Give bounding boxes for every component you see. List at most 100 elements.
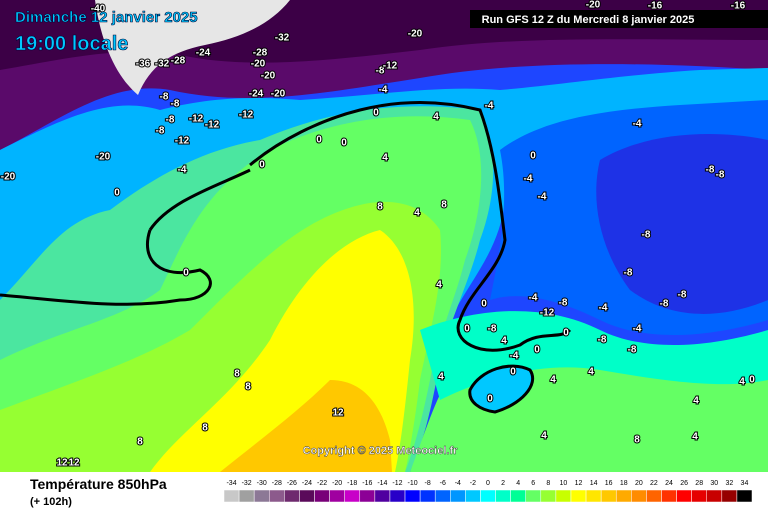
- contour-label: -8: [716, 170, 725, 181]
- contour-label: 8: [137, 437, 143, 448]
- contour-label: 4: [438, 372, 444, 383]
- scale-label: -18: [347, 480, 357, 487]
- contour-label: 12: [68, 458, 80, 469]
- contour-label: 4: [588, 367, 594, 378]
- contour-label: 4: [693, 396, 699, 407]
- scale-label: 8: [546, 480, 550, 487]
- contour-label: 8: [377, 202, 383, 213]
- contour-label: -20: [408, 29, 423, 40]
- contour-label: -20: [586, 0, 601, 11]
- scale-label: 2: [501, 480, 505, 487]
- scale-swatch: [253, 489, 270, 503]
- scale-label: 4: [516, 480, 520, 487]
- contour-label: -16: [731, 1, 746, 12]
- contour-labels: -40 -20 -16 -16-32 -20-24 -28-36 -32 -28 -20-20-…: [0, 0, 756, 470]
- contour-label: -32: [275, 33, 290, 44]
- contour-label: 0: [510, 367, 516, 378]
- scale-label: -22: [317, 480, 327, 487]
- scale-label: 24: [665, 480, 673, 487]
- scale-label: -6: [440, 480, 446, 487]
- scale-swatch: [585, 489, 602, 503]
- contour-label: -4: [510, 351, 519, 362]
- scale-label: -12: [392, 480, 402, 487]
- scale-swatch: [736, 489, 753, 503]
- scale-swatch: [676, 489, 692, 503]
- contour-label: 0: [481, 299, 487, 310]
- scale-label: 32: [725, 480, 733, 487]
- scale-label: 12: [575, 480, 583, 487]
- footer-title: Température 850hPa: [30, 476, 167, 492]
- map-background: [0, 0, 768, 472]
- scale-swatch: [570, 489, 587, 503]
- contour-label: -24: [249, 89, 264, 100]
- scale-label: 14: [590, 480, 598, 487]
- contour-label: 0: [534, 345, 540, 356]
- scale-swatch: [299, 489, 315, 503]
- scale-label: -24: [302, 480, 312, 487]
- contour-label: 0: [749, 375, 755, 386]
- contour-label: -8: [171, 99, 180, 110]
- contour-label: -28: [253, 48, 268, 59]
- contour-label: 0: [114, 188, 120, 199]
- contour-label: -4: [485, 101, 494, 112]
- contour-label: -20: [271, 89, 286, 100]
- scale-swatch: [465, 489, 481, 503]
- scale-label: -26: [287, 480, 297, 487]
- scale-label: 0: [486, 480, 490, 487]
- scale-label: 20: [635, 480, 643, 487]
- scale-swatch: [269, 489, 285, 503]
- scale-swatch: [661, 489, 677, 503]
- contour-label: -16: [648, 1, 663, 12]
- contour-label: -32: [155, 59, 170, 70]
- scale-swatch: [419, 489, 436, 503]
- contour-label: 0: [464, 324, 470, 335]
- scale-label: -2: [470, 480, 476, 487]
- contour-label: -4: [524, 174, 533, 185]
- contour-label: -4: [178, 165, 187, 176]
- scale-swatch: [706, 489, 723, 503]
- run-info: Run GFS 12 Z du Mercredi 8 janvier 2025: [482, 14, 695, 26]
- contour-label: -40: [91, 4, 106, 15]
- scale-label: 18: [620, 480, 628, 487]
- scale-swatch: [450, 489, 466, 503]
- forecast-date: Dimanche 12 janvier 2025: [15, 9, 198, 26]
- scale-swatch: [495, 489, 511, 503]
- contour-label: -8: [678, 290, 687, 301]
- contour-label: 4: [414, 208, 420, 219]
- contour-label: 4: [541, 431, 547, 442]
- scale-swatch: [359, 489, 376, 503]
- scale-swatch: [329, 489, 345, 503]
- contour-label: -8: [376, 66, 385, 77]
- scale-label: -30: [257, 480, 267, 487]
- contour-label: 12: [332, 408, 344, 419]
- contour-label: 0: [183, 268, 189, 279]
- scale-swatch: [555, 489, 572, 503]
- contour-label: -12: [205, 120, 220, 131]
- scale-swatch: [615, 489, 632, 503]
- contour-label: -20: [251, 59, 266, 70]
- run-box: [470, 10, 768, 28]
- contour-label: -12: [175, 136, 190, 147]
- contour-label: 4: [692, 432, 698, 443]
- contour-label: 0: [259, 160, 265, 171]
- contour-label: -12: [383, 61, 398, 72]
- contour-label: -12: [540, 308, 555, 319]
- scale-label: 10: [560, 480, 568, 487]
- scale-swatch: [525, 489, 542, 503]
- contour-label: -20: [96, 152, 111, 163]
- contour-label: 8: [245, 382, 251, 393]
- contour-label: 8: [202, 423, 208, 434]
- contour-label: -12: [239, 110, 254, 121]
- scale-swatch: [238, 489, 255, 503]
- scale-label: -16: [362, 480, 372, 487]
- scale-swatch: [374, 489, 391, 503]
- contour-label: 8: [634, 435, 640, 446]
- contour-label: -28: [171, 56, 186, 67]
- contour-label: 0: [316, 135, 322, 146]
- scale-label: -32: [242, 480, 252, 487]
- scale-label: -28: [272, 480, 282, 487]
- contour-label: -4: [633, 119, 642, 130]
- zero-contour: [0, 101, 572, 414]
- contour-label: -8: [488, 324, 497, 335]
